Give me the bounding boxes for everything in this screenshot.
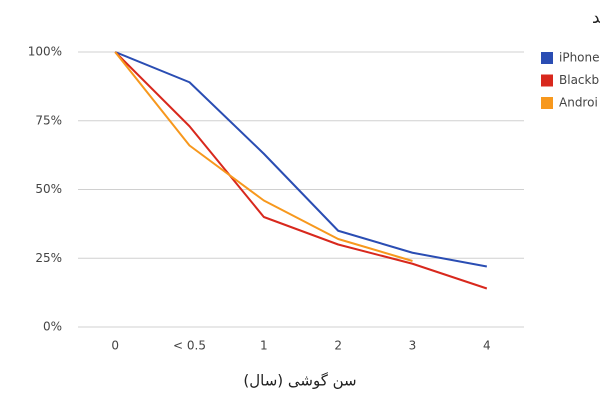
x-tick-label: 2 — [334, 339, 342, 353]
legend-swatch — [541, 52, 553, 64]
y-tick-label: 100% — [28, 45, 62, 59]
legend-label: Blackb — [559, 73, 599, 87]
legend-label: iPhone — [559, 51, 600, 65]
x-tick-label: < 0.5 — [173, 339, 206, 353]
legend-label: Androi — [559, 96, 598, 110]
series-line — [114, 51, 413, 262]
x-axis-label: سن گوشی (سال) — [243, 372, 356, 390]
y-tick-label: 0% — [43, 320, 62, 334]
x-tick-label: 4 — [483, 339, 491, 353]
y-tick-label: 50% — [35, 182, 62, 196]
y-tick-label: 75% — [35, 113, 62, 127]
legend-swatch — [541, 97, 553, 109]
x-tick-label: 0 — [111, 339, 119, 353]
x-tick-label: 1 — [260, 339, 268, 353]
legend-swatch — [541, 74, 553, 87]
y-tick-label: 25% — [35, 251, 62, 265]
series-line — [114, 51, 488, 290]
series-line — [114, 51, 488, 268]
x-tick-label: 3 — [409, 339, 417, 353]
chart-title: مقایسه روند کاهش قیمت گوشی های آیفون، بل… — [592, 6, 600, 28]
